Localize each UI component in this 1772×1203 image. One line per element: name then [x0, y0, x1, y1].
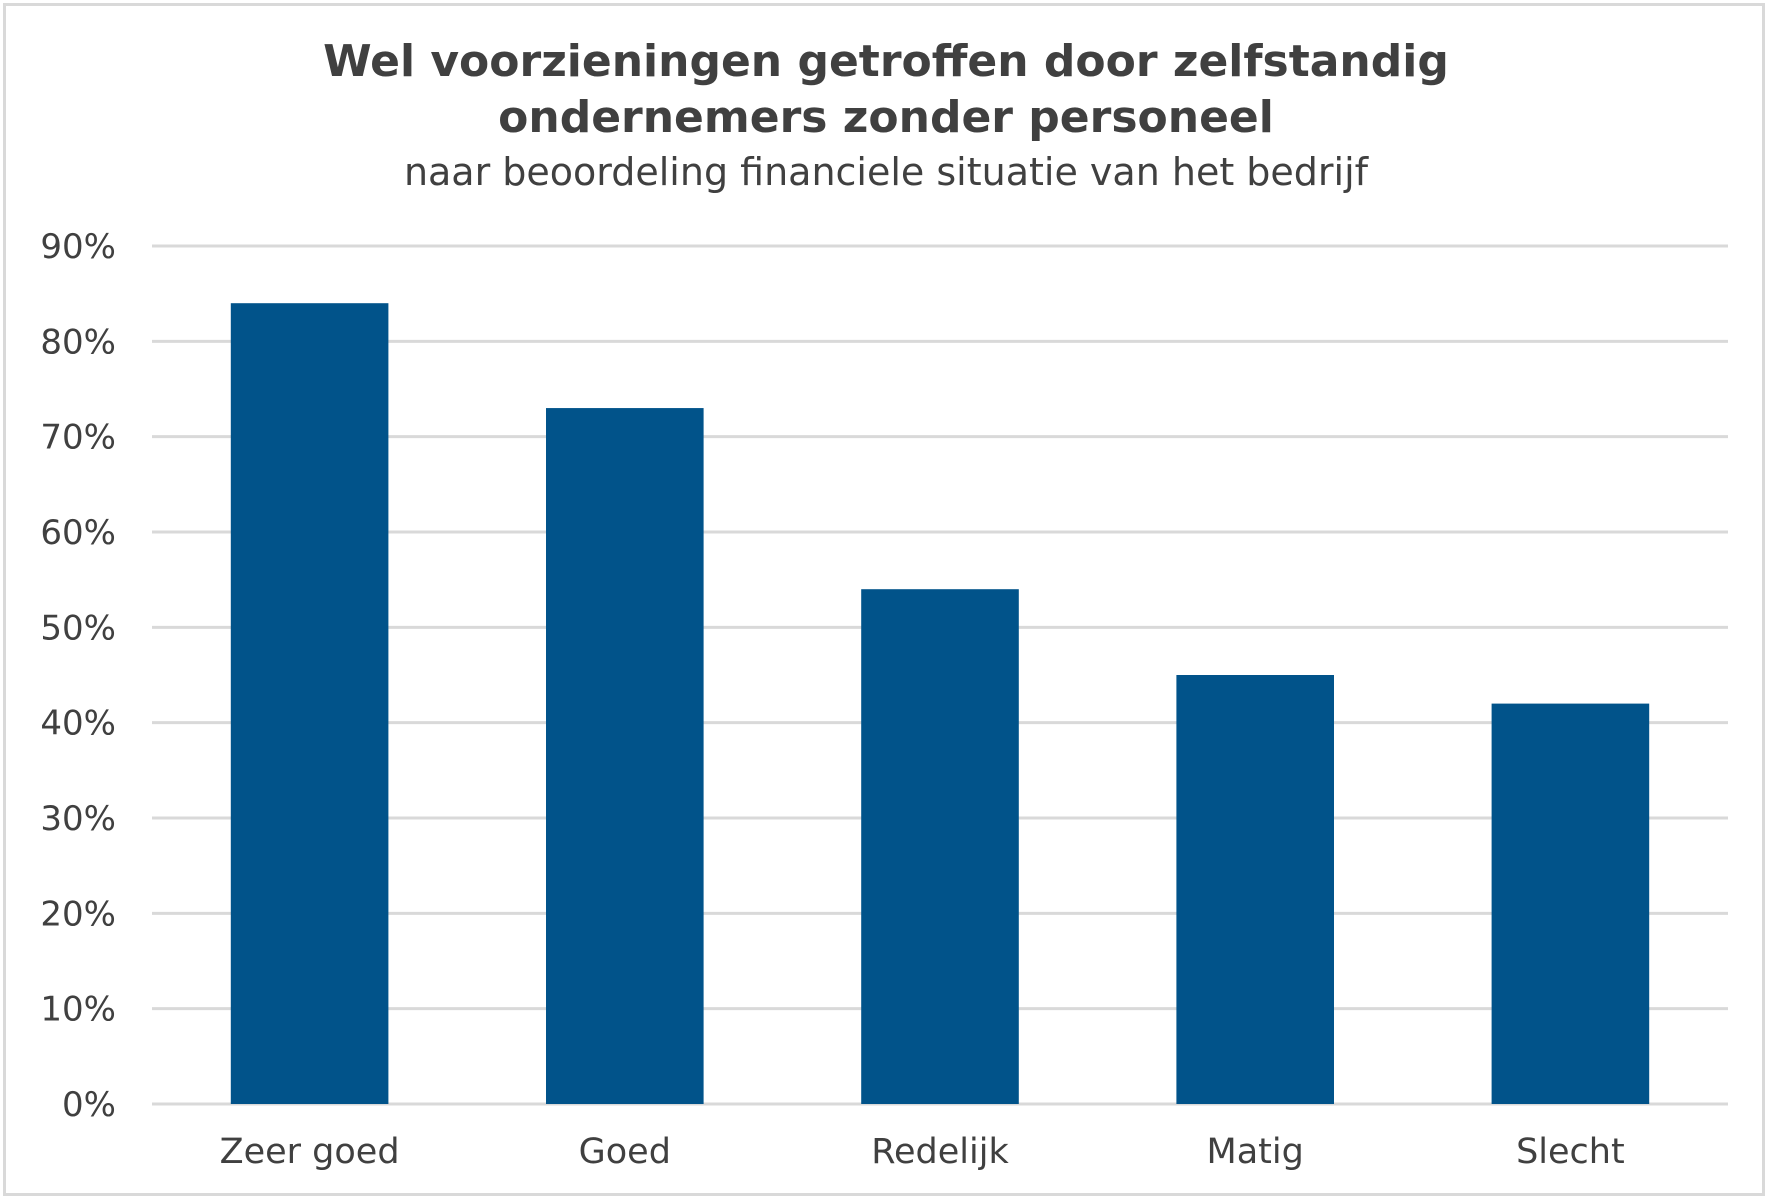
- y-tick-label: 10%: [40, 990, 116, 1030]
- x-category-label: Zeer goed: [220, 1132, 400, 1172]
- chart-title: Wel voorzieningen getroffen door zelfsta…: [0, 34, 1772, 146]
- chart-subtitle: naar beoordeling financiele situatie van…: [403, 150, 1369, 194]
- bar-goed: [546, 408, 704, 1105]
- bars: [230, 303, 1650, 1105]
- bar-matig: [1176, 675, 1334, 1104]
- y-tick-label: 70%: [40, 418, 116, 458]
- x-axis-category-labels: Zeer goed Goed Redelijk Matig Slecht: [220, 1132, 1625, 1172]
- bar-zeer-goed: [230, 303, 389, 1104]
- chart-title-line-2: ondernemers zonder personeel: [498, 92, 1274, 143]
- chart-title-line-1: Wel voorzieningen getroffen door zelfsta…: [323, 36, 1449, 87]
- y-tick-label: 0%: [62, 1085, 116, 1125]
- y-tick-label: 90%: [40, 227, 116, 267]
- y-tick-label: 40%: [40, 704, 116, 744]
- y-tick-label: 60%: [40, 513, 116, 553]
- x-category-label: Redelijk: [871, 1132, 1009, 1172]
- x-category-label: Matig: [1207, 1132, 1304, 1172]
- x-category-label: Slecht: [1516, 1132, 1625, 1172]
- bar-slecht: [1491, 703, 1650, 1104]
- y-tick-label: 30%: [40, 799, 116, 839]
- y-tick-label: 20%: [40, 894, 116, 934]
- bar-redelijk: [861, 589, 1019, 1104]
- y-tick-label: 50%: [40, 608, 116, 648]
- y-tick-label: 80%: [40, 322, 116, 362]
- y-axis-tick-labels: 0% 10% 20% 30% 40% 50% 60% 70% 80% 90%: [40, 227, 116, 1125]
- x-category-label: Goed: [579, 1132, 671, 1172]
